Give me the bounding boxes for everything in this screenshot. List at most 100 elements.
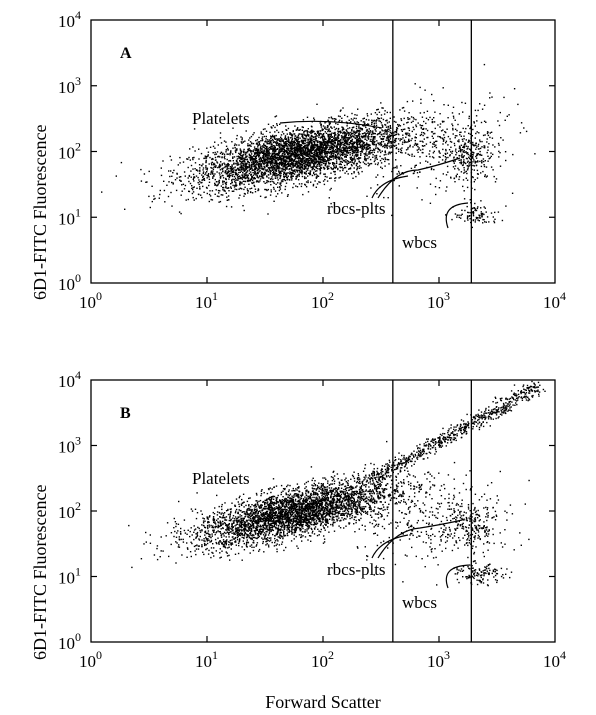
scatter-point bbox=[293, 170, 296, 172]
scatter-point bbox=[329, 162, 331, 165]
scatter-point bbox=[372, 156, 374, 158]
scatter-point bbox=[203, 179, 206, 181]
scatter-point bbox=[488, 221, 490, 223]
scatter-point bbox=[263, 181, 265, 183]
scatter-point bbox=[280, 157, 282, 159]
scatter-point bbox=[319, 156, 322, 158]
scatter-point bbox=[339, 144, 341, 146]
scatter-point bbox=[297, 134, 300, 136]
scatter-point bbox=[283, 141, 285, 143]
scatter-point bbox=[269, 169, 272, 172]
scatter-point bbox=[341, 151, 343, 154]
scatter-point bbox=[365, 118, 368, 121]
scatter-point bbox=[254, 158, 257, 160]
scatter-point bbox=[272, 174, 274, 176]
scatter-point bbox=[307, 181, 309, 184]
scatter-point bbox=[369, 131, 371, 133]
scatter-point bbox=[365, 153, 367, 155]
scatter-point bbox=[313, 162, 316, 164]
scatter-point bbox=[335, 165, 337, 167]
scatter-point bbox=[377, 151, 379, 153]
scatter-point bbox=[281, 161, 284, 164]
scatter-point bbox=[479, 150, 481, 153]
scatter-point bbox=[387, 126, 389, 128]
scatter-point bbox=[261, 168, 263, 170]
scatter-point bbox=[250, 187, 253, 189]
scatter-point bbox=[292, 166, 294, 168]
scatter-point bbox=[265, 158, 268, 160]
scatter-point bbox=[254, 160, 256, 163]
scatter-point bbox=[212, 168, 215, 170]
scatter-point bbox=[222, 183, 224, 185]
scatter-point bbox=[291, 138, 294, 140]
scatter-point bbox=[431, 121, 434, 124]
scatter-point bbox=[339, 150, 341, 152]
scatter-point bbox=[344, 139, 346, 142]
scatter-point bbox=[339, 157, 341, 159]
scatter-point bbox=[192, 186, 194, 189]
scatter-point bbox=[299, 170, 301, 173]
scatter-point bbox=[347, 127, 349, 130]
scatter-point bbox=[495, 178, 498, 180]
scatter-point bbox=[224, 190, 226, 192]
scatter-point bbox=[236, 175, 238, 177]
scatter-point bbox=[252, 171, 254, 174]
scatter-point bbox=[339, 130, 342, 132]
scatter-point bbox=[355, 139, 358, 142]
scatter-point bbox=[310, 162, 312, 165]
scatter-point bbox=[227, 153, 229, 155]
scatter-point bbox=[534, 153, 536, 155]
scatter-point bbox=[393, 134, 395, 136]
scatter-point bbox=[301, 154, 303, 156]
scatter-point bbox=[318, 134, 320, 136]
scatter-point bbox=[326, 145, 329, 147]
scatter-point bbox=[335, 138, 337, 141]
scatter-point bbox=[305, 158, 308, 160]
scatter-point bbox=[329, 133, 331, 135]
scatter-point bbox=[409, 146, 411, 148]
scatter-point bbox=[328, 145, 330, 147]
scatter-point bbox=[218, 155, 220, 158]
scatter-point bbox=[428, 153, 430, 155]
scatter-point bbox=[372, 143, 374, 146]
scatter-point bbox=[323, 183, 326, 186]
scatter-point bbox=[290, 169, 293, 171]
scatter-point bbox=[393, 139, 396, 142]
scatter-point bbox=[235, 184, 237, 186]
scatter-point bbox=[265, 140, 267, 142]
scatter-point bbox=[271, 161, 274, 164]
scatter-point bbox=[318, 149, 321, 151]
scatter-point bbox=[145, 181, 147, 183]
scatter-point bbox=[169, 155, 171, 158]
scatter-point bbox=[472, 128, 474, 131]
scatter-point bbox=[475, 157, 478, 159]
scatter-point bbox=[292, 186, 294, 189]
scatter-point bbox=[378, 117, 381, 120]
scatter-point bbox=[432, 152, 435, 154]
scatter-point bbox=[231, 181, 233, 183]
annotation-wbcs: wbcs bbox=[402, 233, 437, 252]
scatter-point bbox=[275, 143, 278, 145]
scatter-point bbox=[248, 168, 251, 170]
scatter-point bbox=[386, 133, 388, 135]
scatter-point bbox=[180, 176, 182, 178]
scatter-point bbox=[287, 153, 289, 156]
scatter-point bbox=[358, 131, 360, 133]
scatter-point bbox=[447, 135, 450, 138]
scatter-point bbox=[357, 149, 359, 151]
scatter-point bbox=[304, 184, 307, 186]
scatter-point bbox=[505, 205, 507, 207]
scatter-point bbox=[317, 165, 319, 167]
scatter-point bbox=[269, 171, 271, 173]
scatter-point bbox=[214, 184, 216, 186]
scatter-point bbox=[408, 129, 411, 132]
scatter-point bbox=[371, 140, 373, 143]
scatter-point bbox=[429, 155, 431, 158]
scatter-point bbox=[322, 141, 324, 143]
scatter-point bbox=[346, 149, 348, 152]
scatter-point bbox=[314, 146, 316, 148]
scatter-point bbox=[476, 153, 478, 155]
scatter-point bbox=[387, 130, 389, 133]
scatter-point bbox=[423, 111, 425, 114]
scatter-point bbox=[479, 160, 481, 163]
